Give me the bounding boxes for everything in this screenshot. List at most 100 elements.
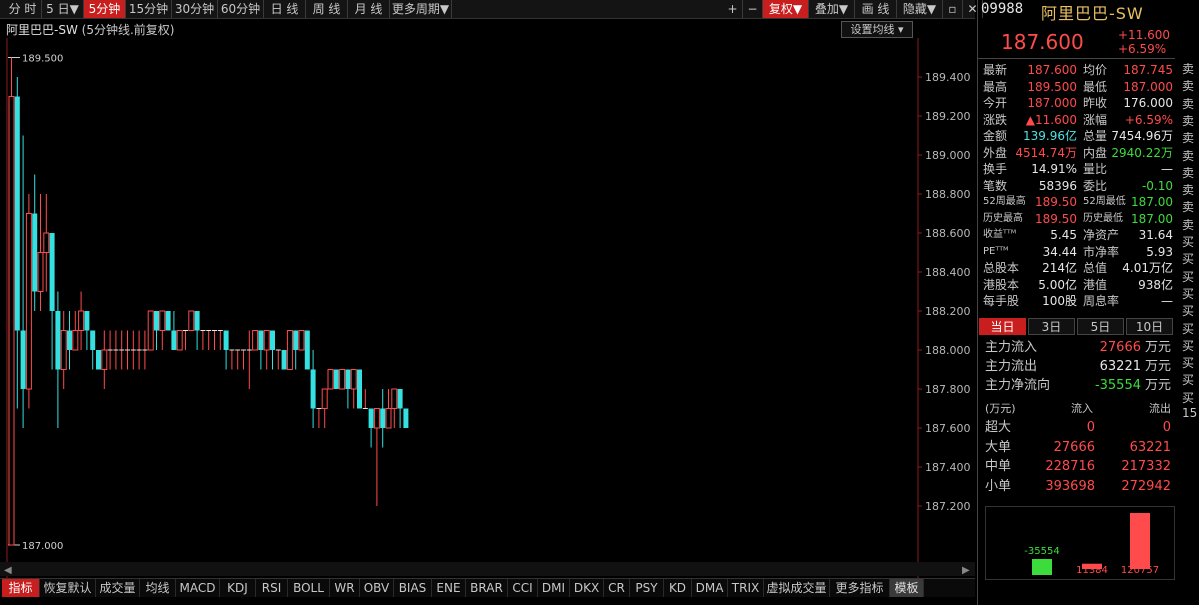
scroll-right-icon[interactable]: ▶: [962, 565, 970, 576]
candle: [32, 174, 38, 311]
stat-row: 历史最高 189.50 历史最低 187.00: [983, 211, 1173, 227]
candle: [125, 330, 130, 370]
indicator-tab-12[interactable]: BRAR: [466, 579, 508, 597]
stat-label: 历史最高: [983, 212, 1023, 224]
indicator-tab-13[interactable]: CCI: [508, 579, 538, 597]
flow-table-in: 0: [1086, 420, 1095, 435]
indicator-tab-8[interactable]: WR: [330, 579, 360, 597]
flow-tab-1[interactable]: 3日: [1028, 318, 1075, 335]
candle: [113, 330, 119, 370]
indicator-tab-0[interactable]: 指标: [2, 579, 40, 597]
stat-value: 189.50: [1035, 195, 1077, 209]
period-tab-7[interactable]: 周 线: [306, 0, 348, 18]
candle: [275, 349, 281, 370]
indicator-tab-21[interactable]: 虚拟成交量: [764, 579, 830, 597]
indicator-tab-14[interactable]: DMI: [538, 579, 570, 597]
indicator-tab-15[interactable]: DKX: [570, 579, 604, 597]
y-tick-label: 188.000: [925, 344, 971, 357]
toolbar-button-6[interactable]: ▫: [943, 0, 963, 18]
stat-label: 委比: [1083, 178, 1108, 193]
indicator-tab-23[interactable]: 模板: [890, 579, 924, 597]
stat-label: 周息率: [1083, 294, 1120, 308]
indicator-tab-17[interactable]: PSY: [630, 579, 664, 597]
toolbar-button-2[interactable]: 复权▼: [763, 0, 809, 18]
candle: [223, 330, 229, 370]
indicator-tab-16[interactable]: CR: [604, 579, 630, 597]
period-tab-4[interactable]: 30分钟: [172, 0, 218, 18]
stat-value: 187.745: [1123, 63, 1173, 77]
indicator-tab-18[interactable]: KD: [664, 579, 692, 597]
toolbar-button-1[interactable]: −: [743, 0, 763, 18]
indicator-tab-22[interactable]: 更多指标: [830, 579, 890, 597]
indicator-tab-1[interactable]: 恢复默认: [40, 579, 96, 597]
stat-value: -0.10: [1141, 178, 1173, 193]
period-tab-1[interactable]: 5 日▼: [42, 0, 84, 18]
flow-tab-2[interactable]: 5日: [1077, 318, 1124, 335]
price-change: +11.600: [1118, 28, 1171, 42]
indicator-tab-11[interactable]: ENE: [432, 579, 466, 597]
flow-tab-0[interactable]: 当日: [979, 318, 1026, 335]
candle: [298, 330, 305, 351]
net-flow-bar-chart: -35554 11384 120757: [985, 506, 1175, 580]
indicator-tab-9[interactable]: OBV: [360, 579, 394, 597]
side-label: 卖: [1182, 96, 1195, 111]
scroll-left-icon[interactable]: ◀: [4, 565, 12, 576]
candle-body-down: [310, 369, 316, 409]
candlestick-chart[interactable]: 189.400 189.200 189.000 188.800 188.600 188.4…: [0, 38, 975, 578]
stat-value: 187.600: [1027, 63, 1077, 77]
stat-value: 34.44: [1042, 244, 1077, 259]
side-label: 15: [1182, 406, 1198, 420]
candle: [373, 408, 380, 506]
toolbar-button-3[interactable]: 叠加▼: [809, 0, 855, 18]
candle: [345, 369, 351, 409]
indicator-tab-19[interactable]: DMA: [692, 579, 728, 597]
indicator-tab-2[interactable]: 成交量: [96, 579, 140, 597]
candle-body-up: [101, 349, 108, 370]
candle: [20, 135, 26, 428]
flow-table-in: 393698: [1045, 478, 1095, 494]
period-tab-0[interactable]: 分 时: [4, 0, 42, 18]
candle: [90, 330, 96, 370]
toolbar-button-4[interactable]: 画 线: [855, 0, 897, 18]
period-tab-3[interactable]: 15分钟: [126, 0, 172, 18]
candle: [136, 330, 142, 370]
indicator-tab-10[interactable]: BIAS: [394, 579, 432, 597]
candle: [339, 369, 346, 390]
flow-table-header-in: 流入: [1071, 402, 1093, 415]
candle: [385, 389, 392, 429]
stat-value: 189.50: [1035, 211, 1077, 226]
side-label: 买: [1182, 390, 1195, 405]
candle-body-down: [345, 369, 351, 389]
stat-label: 金额: [983, 129, 1008, 143]
period-tab-5[interactable]: 60分钟: [218, 0, 264, 18]
indicator-tab-6[interactable]: RSI: [256, 579, 288, 597]
period-tab-6[interactable]: 日 线: [264, 0, 306, 18]
period-tab-8[interactable]: 月 线: [348, 0, 390, 18]
stat-label: 今开: [983, 96, 1008, 110]
indicator-tab-7[interactable]: BOLL: [288, 579, 330, 597]
candle: [101, 330, 108, 389]
stat-row: 换手 14.91% 量比 —: [983, 161, 1173, 177]
toolbar-button-7[interactable]: ✕: [963, 0, 983, 18]
chart-scrollbar[interactable]: [0, 562, 975, 576]
period-tab-9[interactable]: 更多周期▼: [390, 0, 452, 18]
side-label: 卖: [1182, 131, 1195, 146]
toolbar-button-5[interactable]: 隐藏▼: [897, 0, 943, 18]
indicator-tab-5[interactable]: KDJ: [220, 579, 256, 597]
indicator-tab-4[interactable]: MACD: [176, 579, 220, 597]
indicator-tab-3[interactable]: 均线: [140, 579, 176, 597]
ma-settings-button[interactable]: 设置均线 ▾: [841, 21, 913, 38]
indicator-tab-20[interactable]: TRIX: [728, 579, 764, 597]
toolbar-button-0[interactable]: +: [723, 0, 743, 18]
candle: [154, 311, 159, 350]
candle: [43, 194, 50, 292]
divider: [978, 58, 1175, 59]
stat-row: 港股本 5.00亿 港值 938亿: [983, 277, 1173, 293]
candle: [14, 77, 20, 409]
period-tab-2[interactable]: 5分钟: [84, 0, 126, 18]
flow-tab-3[interactable]: 10日: [1126, 318, 1173, 335]
candle: [78, 291, 85, 350]
stat-label: 52周最高: [983, 196, 1026, 207]
stat-label: 总值: [1083, 261, 1108, 275]
candle-body-down: [154, 311, 159, 331]
